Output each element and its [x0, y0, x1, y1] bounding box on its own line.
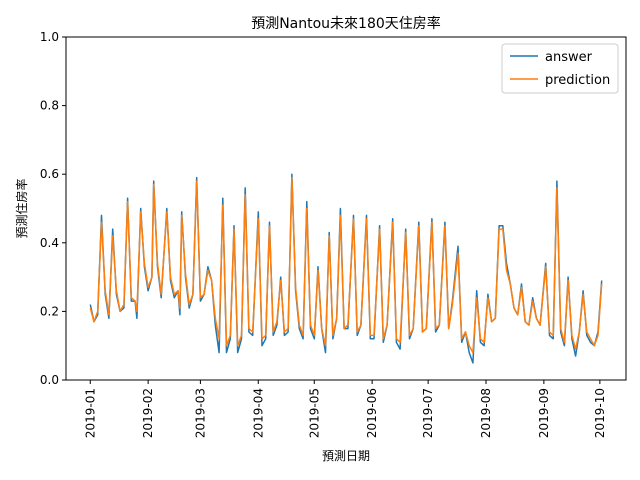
y-tick-label: 0.6	[40, 167, 59, 181]
plot-frame	[65, 36, 627, 381]
series-layer	[89, 173, 603, 364]
plot-background	[66, 37, 626, 380]
y-tick-label: 0.2	[40, 304, 59, 318]
y-tick-label: 0.0	[40, 373, 59, 387]
x-tick-label: 2019-06	[365, 388, 379, 438]
x-tick-label: 2019-09	[537, 388, 551, 438]
legend-label-prediction: prediction	[545, 73, 610, 88]
chart-title: 預測Nantou未來180天住房率	[251, 15, 441, 32]
y-axis-title: 預測住房率	[14, 178, 29, 238]
x-tick-label: 2019-04	[251, 388, 265, 438]
y-tick-label: 0.8	[40, 99, 59, 113]
x-axis-title: 預測日期	[322, 449, 370, 463]
x-tick-label: 2019-08	[479, 388, 493, 438]
x-tick-label: 2019-07	[421, 388, 435, 438]
legend: answer prediction	[501, 43, 619, 94]
x-tick-label: 2019-03	[193, 388, 207, 438]
y-tick-label: 0.4	[40, 236, 59, 250]
x-tick-label: 2019-01	[83, 388, 97, 438]
legend-label-answer: answer	[545, 50, 593, 65]
y-axis: 0.0 0.2 0.4 0.6 0.8 1.0	[40, 30, 66, 387]
plot-area	[65, 36, 627, 381]
y-tick-label: 1.0	[40, 30, 59, 44]
x-axis: 2019-01 2019-02 2019-03 2019-04 2019-05 2019-…	[83, 380, 607, 438]
x-tick-label: 2019-10	[593, 388, 607, 438]
series-line-prediction	[89, 176, 603, 354]
x-tick-label: 2019-05	[307, 388, 321, 438]
x-tick-label: 2019-02	[141, 388, 155, 438]
